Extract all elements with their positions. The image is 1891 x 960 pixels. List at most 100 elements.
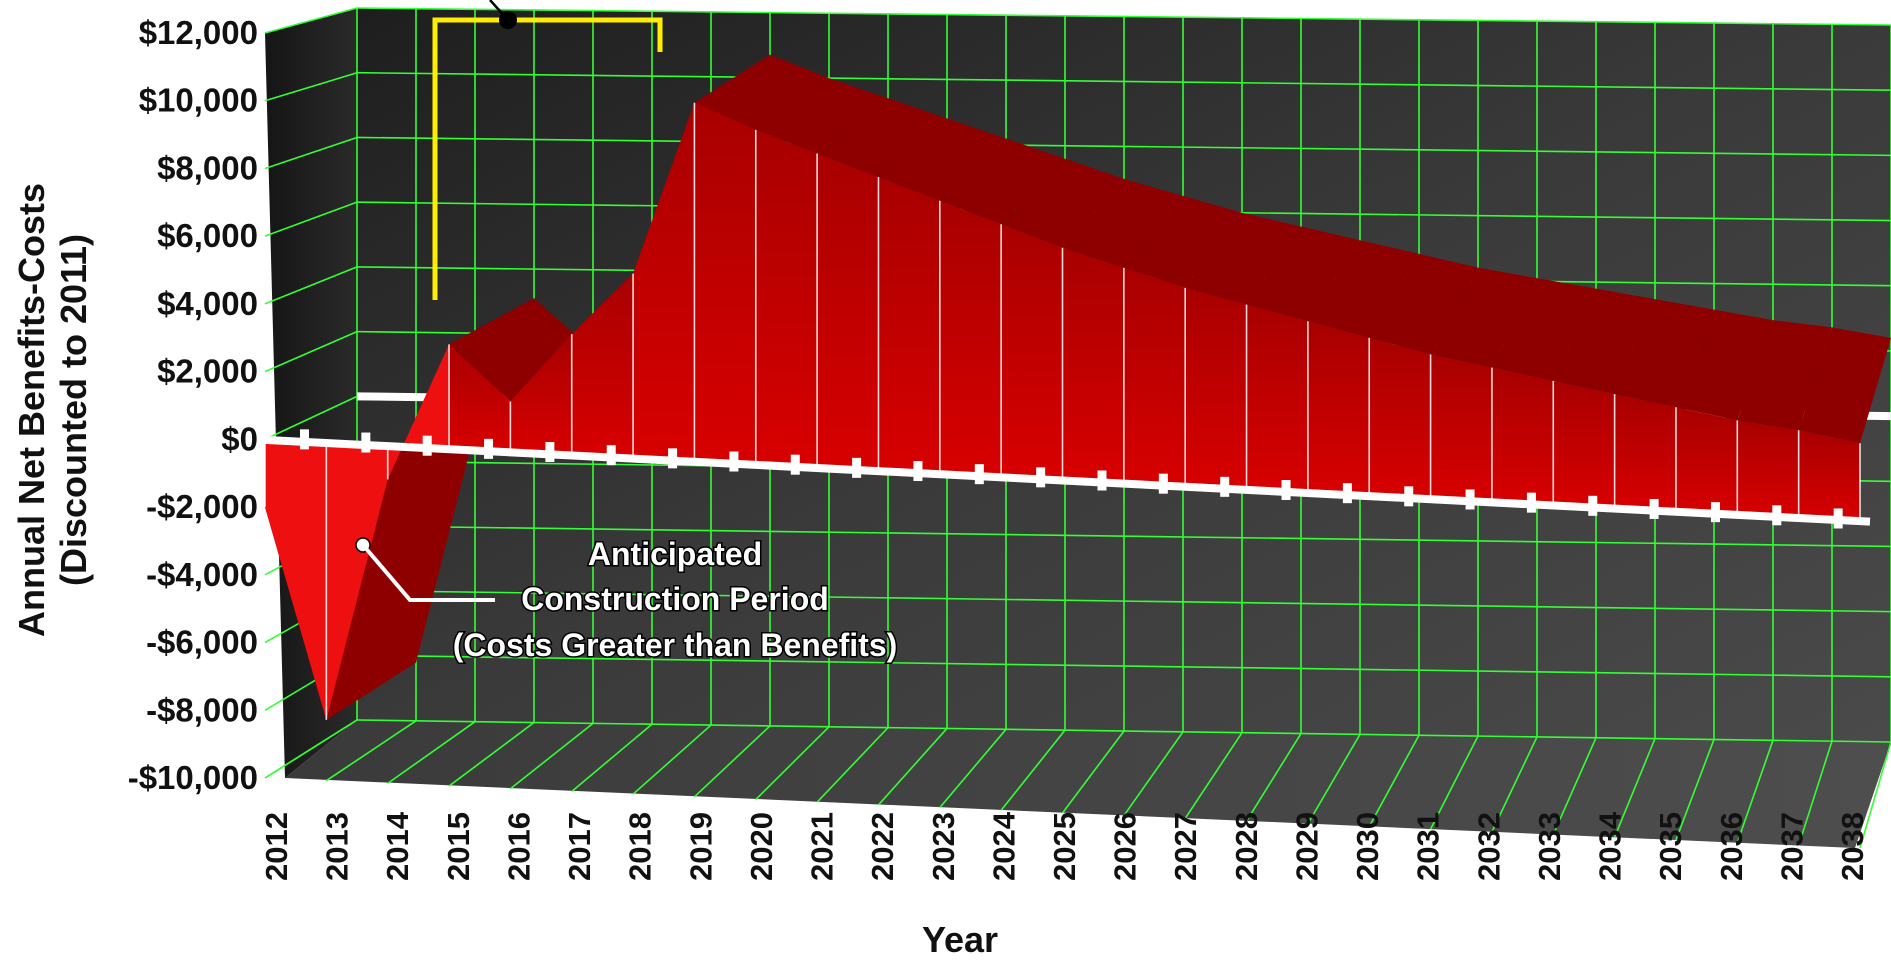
grid-line-side <box>264 330 358 373</box>
area-top-segment <box>1430 267 1537 368</box>
x-tick-label: 2032 <box>1471 812 1506 881</box>
grid-line-floor <box>1491 736 1538 833</box>
zero-tick <box>1833 508 1843 529</box>
zero-tick <box>606 445 616 466</box>
annotation-line-2: Construction Period <box>521 581 829 617</box>
y-tick-label: $12,000 <box>139 14 258 51</box>
y-tick-label: $2,000 <box>157 353 258 390</box>
zero-tick <box>790 454 800 475</box>
data-area <box>264 54 1891 720</box>
y-axis-title-line-1: Annual Net Benefits-Costs <box>11 183 52 637</box>
y-tick-label: $10,000 <box>139 82 258 119</box>
x-tick-label: 2013 <box>320 812 355 881</box>
zero-tick <box>1649 498 1659 519</box>
zero-tick <box>668 448 678 469</box>
x-tick-label: 2021 <box>805 812 840 881</box>
front-zero-line <box>254 429 1871 529</box>
area-front-segment <box>1798 430 1860 522</box>
grid-line-floor <box>448 721 535 787</box>
x-tick-label: 2037 <box>1774 812 1809 881</box>
x-tick-label: 2035 <box>1653 812 1688 881</box>
grid-line-floor <box>1307 733 1361 825</box>
area-front-segment <box>1553 380 1615 509</box>
area-top-segment <box>817 98 947 178</box>
grid-line-floor <box>632 724 712 795</box>
area-top-segment <box>1491 278 1596 381</box>
area-top-segment <box>939 138 1065 225</box>
area-front-segment <box>878 177 940 475</box>
grid-line-floor <box>1184 732 1243 819</box>
area-front-segment <box>1491 367 1554 506</box>
area-front-segment <box>449 344 511 453</box>
area-front-segment <box>755 129 818 468</box>
area-front-segment <box>1001 224 1063 481</box>
grid-line-floor <box>1736 740 1774 843</box>
area-front-segment <box>510 334 572 456</box>
x-tick-label: 2034 <box>1593 811 1628 881</box>
area-top-segment <box>326 430 475 720</box>
zero-tick <box>1710 502 1720 523</box>
zero-tick <box>422 435 432 456</box>
grid-line-floor <box>939 728 1007 809</box>
x-tick-label: 2033 <box>1532 812 1567 881</box>
zero-tick <box>1097 470 1107 491</box>
x-tick-label: 2038 <box>1835 812 1870 881</box>
grid-line-floor <box>325 720 417 782</box>
annotation-line-3: (Costs Greater than Benefits) <box>453 627 898 663</box>
grid-line-floor <box>816 727 889 803</box>
x-tick-label: 2015 <box>441 812 476 881</box>
grid-line-floor <box>1797 740 1833 846</box>
area-top-segment <box>449 298 593 402</box>
zero-tick <box>1342 483 1352 504</box>
area-front-segment <box>1307 321 1370 497</box>
zero-tick <box>852 457 862 478</box>
x-tick-label: 2031 <box>1411 812 1446 881</box>
zero-tick <box>1036 467 1046 488</box>
area-front-segment <box>1123 267 1186 487</box>
grid-line-floor <box>1123 731 1184 817</box>
grid-line-floor <box>1613 738 1656 838</box>
x-tick-label: 2029 <box>1290 812 1325 881</box>
x-tick-label: 2036 <box>1714 812 1749 881</box>
annotation-line-1: Anticipated <box>588 536 762 572</box>
area-front-segment <box>265 439 327 720</box>
area-front-segment <box>1614 394 1676 513</box>
zero-tick <box>913 461 923 482</box>
x-tick-label: 2022 <box>865 812 900 881</box>
y-tick-label: $0 <box>221 420 258 457</box>
zero-tick <box>729 451 739 472</box>
floor <box>285 720 1891 848</box>
annotation-bracket <box>432 0 663 300</box>
area-front-segment <box>1062 247 1124 484</box>
x-tick-label: 2023 <box>926 812 961 881</box>
zero-tick <box>545 442 555 463</box>
x-tick-label: 2017 <box>562 812 597 881</box>
x-tick-label: 2028 <box>1229 812 1264 881</box>
grid-line-side <box>264 395 358 441</box>
zero-tick <box>1281 479 1291 500</box>
grid-line-floor <box>387 721 476 785</box>
area-top-segment <box>1185 212 1301 305</box>
area-top-segment <box>1553 288 1655 395</box>
x-tick-label: 2026 <box>1108 812 1143 881</box>
x-tick-label: 2016 <box>502 812 537 881</box>
x-tick-label: 2030 <box>1350 812 1385 881</box>
grid-line-floor <box>1429 735 1479 830</box>
zero-tick <box>1404 486 1414 507</box>
grid-line-side <box>264 136 358 170</box>
zero-tick <box>1220 476 1230 497</box>
area-front-segment <box>326 442 388 720</box>
area-front-segment <box>1185 287 1247 490</box>
grid-line-floor <box>509 722 594 790</box>
area-top-segment <box>1062 178 1183 268</box>
area-front-segment <box>939 200 1002 478</box>
grid-line-side <box>264 266 358 305</box>
y-tick-label: -$4,000 <box>146 556 258 593</box>
zero-tick <box>300 429 309 450</box>
area-front-segment <box>1246 304 1308 494</box>
zero-tick <box>1465 489 1475 510</box>
zero-tick <box>361 432 371 453</box>
area-front-segment <box>633 102 695 462</box>
zero-tick <box>1526 492 1536 513</box>
